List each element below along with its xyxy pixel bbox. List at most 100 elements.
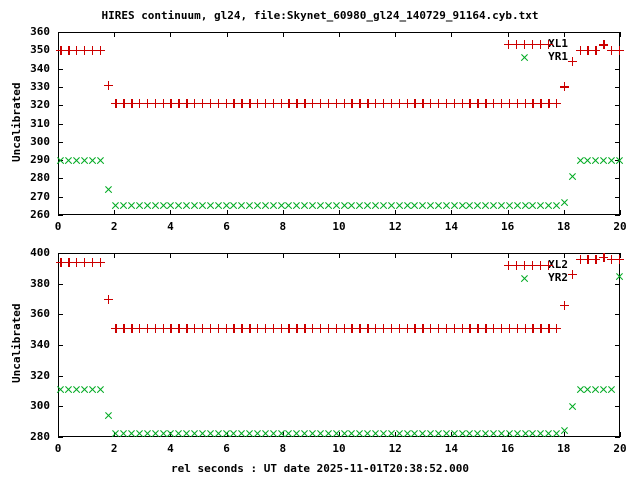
data-point-xl1 — [79, 45, 89, 55]
data-point-xl1 — [536, 98, 546, 108]
x-tick-top — [620, 253, 621, 258]
x-tick-top — [507, 253, 509, 258]
legend-top: XL1 YR1 — [502, 38, 612, 64]
data-point-xl2 — [591, 254, 601, 264]
y-tick-label: 280 — [30, 171, 50, 185]
data-point-xl1 — [567, 56, 577, 66]
y-tick-right — [615, 375, 620, 377]
y-tick-right — [615, 437, 620, 438]
data-point-yr2 — [568, 402, 577, 411]
y-tick-label: 310 — [30, 116, 50, 130]
data-point-xl2 — [449, 323, 459, 333]
x-tick-top — [339, 32, 340, 37]
y-tick-label: 340 — [30, 61, 50, 75]
data-point-xl1 — [614, 45, 624, 55]
y-tick — [58, 253, 63, 254]
data-point-xl1 — [426, 98, 436, 108]
x-tick-label: 2 — [110, 220, 118, 233]
x-tick-top — [58, 253, 59, 258]
legend-entry: XL2 — [502, 259, 612, 272]
x-tick-top — [282, 32, 284, 37]
x-tick-label: 6 — [223, 442, 230, 455]
data-point-xl1 — [402, 98, 412, 108]
data-point-xl1 — [253, 98, 262, 108]
legend-label-yr2: YR2 — [548, 271, 568, 284]
x-tick-label: 16 — [500, 220, 515, 233]
legend-label-xl2: XL2 — [548, 258, 568, 271]
data-point-xl1 — [441, 98, 451, 108]
data-point-xl2 — [583, 254, 593, 264]
y-tick — [58, 345, 63, 346]
y-tick — [58, 86, 63, 88]
x-tick-label: 12 — [388, 220, 402, 233]
data-point-xl1 — [284, 98, 294, 108]
x-tick-label: 12 — [388, 442, 402, 455]
data-point-xl2 — [166, 323, 176, 333]
legend-label-xl1: XL1 — [548, 37, 568, 50]
data-point-xl2 — [284, 323, 294, 333]
x-tick-label: 0 — [54, 442, 62, 455]
legend-glyph — [535, 260, 545, 270]
data-point-xl1 — [103, 80, 113, 90]
y-tick — [58, 105, 63, 107]
data-point-xl2 — [386, 323, 396, 333]
y-tick-label: 400 — [30, 246, 50, 259]
legend-glyph — [520, 53, 529, 62]
x-tick-top — [170, 253, 172, 258]
x-tick-top — [451, 32, 453, 37]
y-tick — [58, 283, 63, 285]
data-point-xl2 — [347, 323, 357, 333]
data-point-xl2 — [87, 257, 97, 267]
data-point-xl2 — [253, 323, 262, 333]
data-point-xl1 — [300, 98, 310, 108]
data-point-xl2 — [56, 257, 66, 267]
data-point-xl2 — [567, 269, 577, 279]
y-tick-label: 340 — [30, 338, 50, 351]
x-tick-top — [58, 32, 59, 37]
x-tick-label: 18 — [557, 442, 571, 455]
data-point-xl1 — [205, 98, 215, 108]
data-point-xl1 — [323, 98, 333, 108]
y-tick — [58, 68, 63, 70]
y-tick — [58, 141, 63, 143]
data-point-xl2 — [79, 257, 89, 267]
x-tick — [114, 210, 116, 215]
data-point-xl1 — [496, 98, 506, 108]
x-tick-top — [114, 32, 116, 37]
x-tick-label: 16 — [500, 442, 515, 455]
data-point-xl1 — [504, 98, 514, 108]
chart-panel-bottom: XL2 YR2 — [56, 253, 624, 438]
data-point-xl2 — [276, 323, 286, 333]
data-point-xl2 — [323, 323, 333, 333]
y-tick — [58, 123, 63, 125]
page-title: HIRES continuum, gl24, file:Skynet_60980… — [101, 9, 539, 22]
y-tick-right — [615, 314, 620, 316]
y-tick-label: 290 — [30, 153, 50, 167]
y-tick-label: 320 — [30, 98, 50, 112]
y-tick — [58, 375, 63, 377]
data-point-xl2 — [614, 254, 624, 264]
data-point-xl1 — [481, 98, 491, 108]
x-tick-label: 14 — [444, 220, 459, 233]
data-point-xl1 — [119, 98, 129, 108]
data-point-yr2 — [560, 426, 569, 435]
y-tick — [58, 196, 63, 198]
y-tick-right — [615, 68, 620, 70]
data-point-xl1 — [174, 98, 184, 108]
data-point-xl2 — [245, 323, 255, 333]
x-tick-top — [339, 253, 340, 258]
data-point-xl1 — [268, 98, 278, 108]
data-point-xl2 — [134, 323, 144, 333]
data-point-xl2 — [489, 323, 499, 333]
data-point-xl1 — [197, 98, 207, 108]
data-point-xl2 — [426, 323, 436, 333]
y-tick-label: 280 — [30, 430, 50, 443]
data-point-xl2 — [64, 257, 74, 267]
x-tick-label: 18 — [557, 220, 571, 233]
data-point-xl2 — [174, 323, 184, 333]
data-point-xl1 — [378, 98, 388, 108]
x-tick — [282, 210, 284, 215]
data-point-xl2 — [339, 323, 349, 333]
data-point-xl2 — [103, 294, 113, 304]
